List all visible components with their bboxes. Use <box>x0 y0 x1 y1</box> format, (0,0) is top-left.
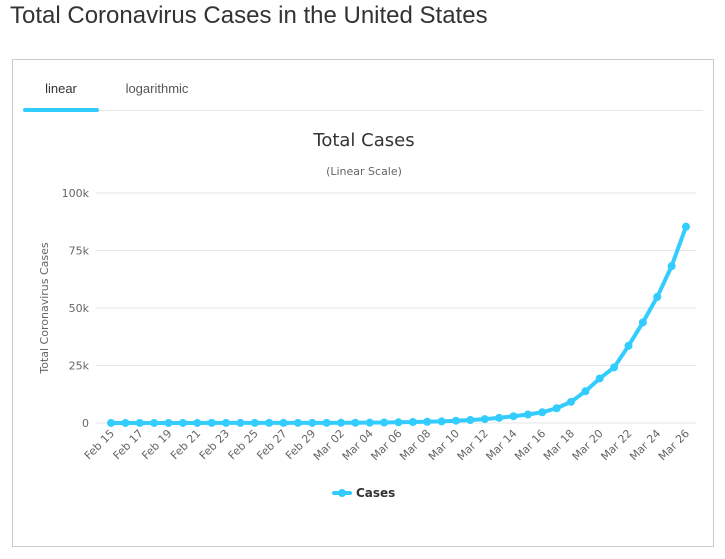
data-point[interactable] <box>351 418 360 427</box>
data-point[interactable] <box>207 418 216 427</box>
data-point[interactable] <box>308 418 317 427</box>
data-point[interactable] <box>523 410 532 419</box>
x-tick-label: Mar 08 <box>397 427 433 463</box>
x-tick-label: Feb 25 <box>226 427 261 462</box>
y-tick-label: 100k <box>62 187 90 200</box>
data-point[interactable] <box>552 404 561 413</box>
data-point[interactable] <box>236 418 245 427</box>
data-point[interactable] <box>682 222 690 231</box>
grid-lines <box>96 192 696 424</box>
data-point[interactable] <box>164 418 173 427</box>
data-point[interactable] <box>581 387 590 396</box>
x-tick-label: Feb 19 <box>139 427 174 462</box>
data-point[interactable] <box>107 418 115 427</box>
y-axis-labels: 0 25k 50k 75k 100k <box>62 187 90 430</box>
data-point[interactable] <box>121 418 130 427</box>
x-tick-label: Mar 20 <box>570 427 606 463</box>
data-point[interactable] <box>638 318 647 327</box>
x-tick-label: Mar 22 <box>598 427 634 463</box>
data-point[interactable] <box>193 418 202 427</box>
data-point[interactable] <box>423 417 432 426</box>
x-tick-label: Mar 02 <box>311 427 347 463</box>
page-title: Total Coronavirus Cases in the United St… <box>10 2 488 29</box>
data-point[interactable] <box>250 418 259 427</box>
y-tick-label: 25k <box>69 360 90 373</box>
y-tick-label: 0 <box>82 417 89 430</box>
chart-card: linear logarithmic <box>12 59 714 547</box>
data-point[interactable] <box>437 417 446 426</box>
legend[interactable]: Cases <box>332 486 395 500</box>
data-point[interactable] <box>222 418 230 427</box>
tab-logarithmic[interactable]: logarithmic <box>125 81 189 96</box>
chart-title: Total Cases <box>312 130 414 151</box>
x-tick-label: Feb 17 <box>111 427 146 462</box>
data-point[interactable] <box>265 418 274 427</box>
data-point[interactable] <box>509 412 518 421</box>
data-point[interactable] <box>466 416 475 425</box>
data-point[interactable] <box>495 413 504 422</box>
data-point[interactable] <box>394 418 403 427</box>
y-axis-title: Total Coronavirus Cases <box>38 242 51 375</box>
data-point[interactable] <box>293 418 302 427</box>
x-tick-label: Feb 27 <box>254 427 289 462</box>
data-point[interactable] <box>667 262 676 271</box>
series-cases <box>107 222 690 427</box>
data-point[interactable] <box>279 418 288 427</box>
x-tick-label: Feb 15 <box>82 427 117 462</box>
series-line-cases <box>109 224 688 425</box>
data-point[interactable] <box>567 397 575 406</box>
x-tick-label: Mar 04 <box>340 427 376 463</box>
data-point[interactable] <box>380 418 389 427</box>
x-tick-label: Mar 24 <box>627 427 663 463</box>
legend-swatch-marker <box>338 489 346 497</box>
data-point[interactable] <box>150 418 159 427</box>
legend-label-cases: Cases <box>356 486 395 500</box>
x-tick-label: Mar 06 <box>368 427 404 463</box>
x-tick-label: Mar 16 <box>512 427 548 463</box>
chart-subtitle: (Linear Scale) <box>326 165 402 178</box>
x-tick-label: Mar 26 <box>656 427 692 463</box>
data-point[interactable] <box>178 418 187 427</box>
data-point[interactable] <box>653 292 662 301</box>
x-tick-label: Mar 14 <box>483 427 519 463</box>
data-point[interactable] <box>610 363 619 372</box>
data-point[interactable] <box>595 374 604 383</box>
data-point[interactable] <box>538 408 547 417</box>
scale-tabs: linear logarithmic <box>23 60 703 112</box>
x-tick-label: Feb 23 <box>197 427 232 462</box>
x-tick-label: Mar 18 <box>541 427 577 463</box>
data-point[interactable] <box>365 418 374 427</box>
data-point[interactable] <box>322 418 331 427</box>
y-tick-label: 50k <box>69 302 90 315</box>
y-tick-label: 75k <box>69 245 90 258</box>
x-tick-label: Mar 10 <box>426 427 462 463</box>
data-point[interactable] <box>452 416 460 425</box>
data-point[interactable] <box>408 417 417 426</box>
data-point[interactable] <box>337 418 345 427</box>
data-point[interactable] <box>480 415 489 424</box>
x-tick-label: Mar 12 <box>455 427 491 463</box>
x-tick-label: Feb 21 <box>168 427 203 462</box>
data-point[interactable] <box>624 341 633 350</box>
tab-linear[interactable]: linear <box>23 60 99 112</box>
data-point[interactable] <box>135 418 144 427</box>
